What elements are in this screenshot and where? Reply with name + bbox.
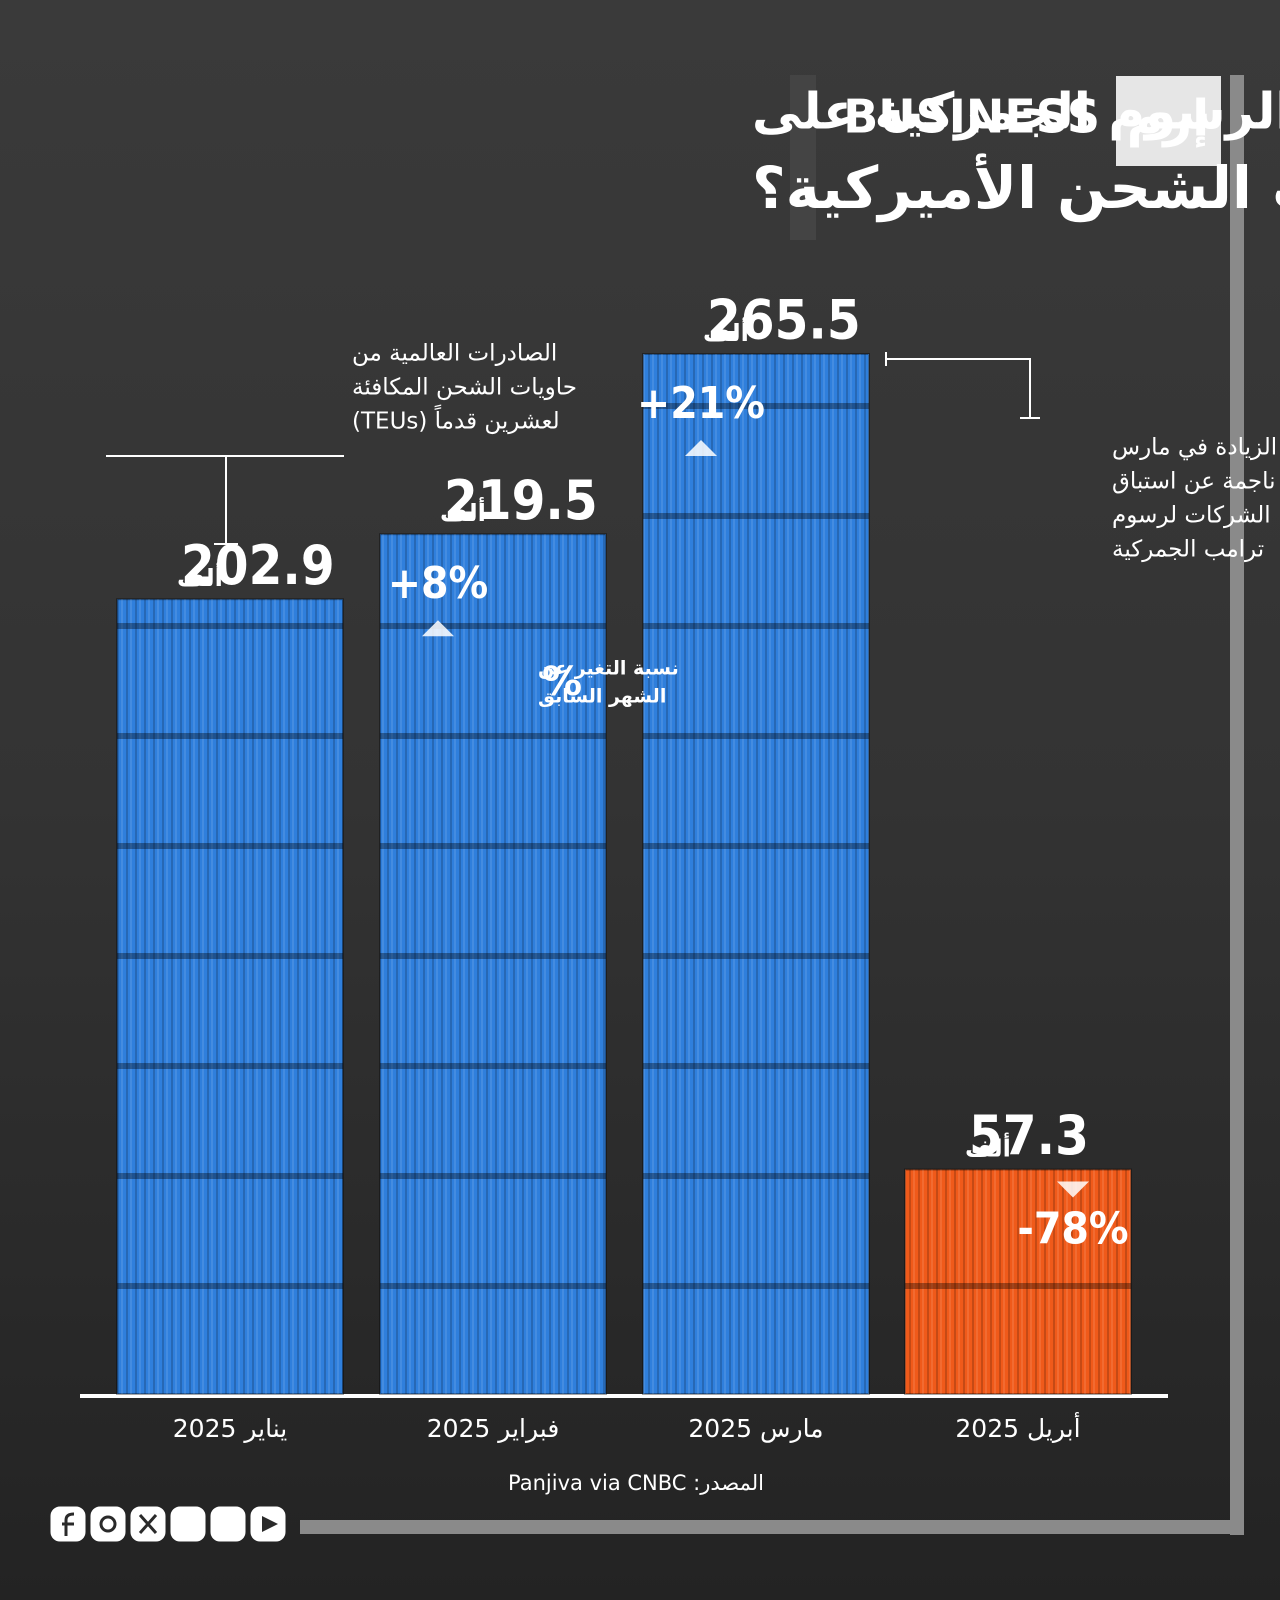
container-seam [380,953,606,959]
brand-mark: إرم [1127,90,1210,149]
x-tick-label: أبريل 2025 [955,1411,1080,1443]
value-unit: ألف [965,1133,1011,1163]
container-seam [117,1283,343,1289]
change-label: -78% [1017,1204,1128,1255]
change-legend-line: الشهر السابق [538,686,666,708]
container-seam [643,1063,869,1069]
value-unit: ألف [703,317,749,347]
annotation-line: الشركات لرسوم [1112,503,1271,529]
frame-edge [1230,75,1244,1535]
change-legend-symbol: % [542,659,582,705]
container-seam [643,843,869,849]
note-connector [106,455,344,545]
bar-texture [117,599,343,1394]
container-seam [643,403,869,409]
note-line: لعشرين قدماً (TEUs) [352,404,560,434]
container-seam [380,733,606,739]
container-seam [643,953,869,959]
container-seam [117,623,343,629]
container-seam [117,953,343,959]
baseline [80,1394,1168,1398]
container-seam [380,1173,606,1179]
change-label: +21% [637,378,765,429]
change-arrow [422,620,454,637]
value-label: 202.9 [181,534,335,597]
annotation-line: ترامب الجمركية [1112,537,1264,563]
x-tick-label: فبراير 2025 [427,1414,560,1443]
x-tick-label: مارس 2025 [688,1414,823,1443]
bar-texture [380,534,606,1394]
container-seam [380,623,606,629]
change-arrow [685,440,717,456]
change-arrow [1057,1181,1089,1198]
annotation-line: ناجمة عن استباق [1112,469,1276,495]
note-line: الصادرات العالمية من [352,341,557,367]
divider [790,75,816,240]
bar-texture [905,1169,1131,1394]
social-glyphs [62,1512,278,1536]
value-label: 57.3 [969,1104,1089,1167]
change-label: +8% [388,558,488,609]
container-seam [380,1283,606,1289]
brand-box [1116,76,1221,166]
annotation-connector [885,352,1040,419]
container-seam [117,843,343,849]
title-line: كيف أثرت الرسوم الجمركية على [752,79,1280,142]
title-line: صادرات الشحن الأميركية؟ [752,153,1280,223]
value-unit: ألف [177,562,223,592]
source: المصدر: Panjiva via CNBC [508,1471,764,1495]
frame-bottom [300,1520,1244,1534]
container-seam [643,1173,869,1179]
container-seam [117,1173,343,1179]
container-seam [380,1063,606,1069]
bar-texture [643,354,869,1394]
container-seam [117,733,343,739]
container-seam [643,623,869,629]
change-legend-line: نسبة التغير عن [538,658,679,680]
container-seam [380,843,606,849]
brand-name: BUSINESS [843,90,1100,144]
x-tick-label: يناير 2025 [173,1414,287,1443]
value-label: 219.5 [444,469,598,532]
value-label: 265.5 [707,289,861,352]
note-line: حاويات الشحن المكافئة [352,375,577,401]
container-seam [643,1283,869,1289]
container-seam [643,513,869,519]
value-unit: ألف [440,497,486,527]
container-seam [643,733,869,739]
container-seam [117,1063,343,1069]
annotation-line: الزيادة في مارس [1112,435,1277,461]
container-seam [905,1283,1131,1289]
